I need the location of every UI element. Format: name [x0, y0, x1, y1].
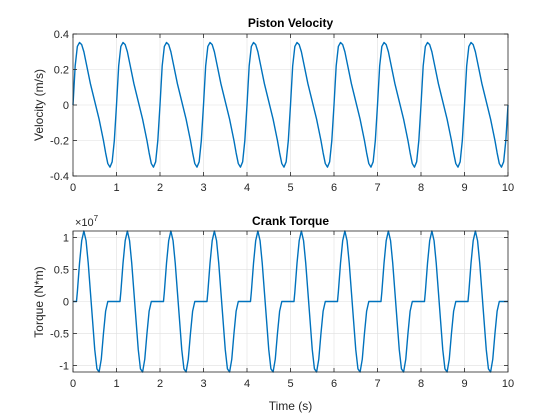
- torque-y-tick-label: 0: [63, 297, 69, 309]
- torque-axes: 0 1 2 3 4 5 6 7 8 9 10 -1 -0.5 0 0.5 1 Crank Torque Tor…: [32, 214, 514, 413]
- velocity-x-tick-label: 10: [502, 182, 514, 194]
- velocity-chart-title: Piston Velocity: [248, 16, 334, 30]
- velocity-x-tick-label: 3: [200, 182, 206, 194]
- velocity-x-tick-label: 6: [331, 182, 337, 194]
- torque-y-tick-label: 0.5: [54, 264, 69, 276]
- torque-x-tick-label: 5: [287, 378, 293, 390]
- velocity-y-tick-label: 0.4: [54, 29, 69, 41]
- velocity-y-tick-label: -0.2: [50, 136, 69, 148]
- torque-x-tick-label: 6: [331, 378, 337, 390]
- torque-x-tick-label: 3: [200, 378, 206, 390]
- velocity-x-tick-label: 9: [461, 182, 467, 194]
- velocity-x-tick-label: 2: [157, 182, 163, 194]
- velocity-y-axis-label: Velocity (m/s): [32, 69, 46, 141]
- velocity-y-tick-label: 0.2: [54, 65, 69, 77]
- torque-exponent-label: ×107: [75, 214, 99, 229]
- velocity-x-tick-label: 7: [374, 182, 380, 194]
- velocity-series-line: [72, 41, 509, 168]
- torque-x-tick-label: 10: [502, 378, 514, 390]
- torque-y-tick-label: 1: [63, 232, 69, 244]
- velocity-x-tick-label: 4: [244, 182, 250, 194]
- torque-x-tick-label: 0: [70, 378, 76, 390]
- torque-x-tick-label: 9: [461, 378, 467, 390]
- velocity-x-tick-label: 1: [113, 182, 119, 194]
- torque-exponent-power: 7: [94, 214, 99, 223]
- torque-x-tick-label: 1: [113, 378, 119, 390]
- torque-x-tick-label: 7: [374, 378, 380, 390]
- torque-ticks: 0 1 2 3 4 5 6 7 8 9 10 -1 -0.5 0 0.5 1: [50, 231, 514, 390]
- velocity-x-tick-label: 5: [287, 182, 293, 194]
- torque-series-line: [73, 230, 508, 373]
- torque-exponent-base: ×10: [75, 217, 94, 229]
- torque-chart-title: Crank Torque: [252, 214, 329, 228]
- torque-x-tick-label: 8: [418, 378, 424, 390]
- velocity-line-series: [72, 41, 509, 168]
- torque-x-axis-label: Time (s): [269, 399, 313, 413]
- torque-y-tick-label: -1: [59, 361, 69, 373]
- torque-grid: [73, 231, 508, 372]
- velocity-x-tick-label: 8: [418, 182, 424, 194]
- torque-x-tick-label: 2: [157, 378, 163, 390]
- velocity-y-tick-label: -0.4: [50, 171, 69, 183]
- torque-y-axis-label: Torque (N*m): [32, 266, 46, 337]
- torque-x-tick-label: 4: [244, 378, 250, 390]
- velocity-x-tick-label: 0: [70, 182, 76, 194]
- velocity-y-tick-label: 0: [63, 100, 69, 112]
- torque-line-series: [73, 230, 508, 373]
- torque-y-tick-label: -0.5: [50, 329, 69, 341]
- velocity-ticks: 0 1 2 3 4 5 6 7 8 9 10 -0.4 -0.2 0 0.2 0.4: [50, 29, 514, 194]
- velocity-axes: 0 1 2 3 4 5 6 7 8 9 10 -0.4 -0.2 0 0.2 0.4 Piston Veloc…: [32, 16, 514, 194]
